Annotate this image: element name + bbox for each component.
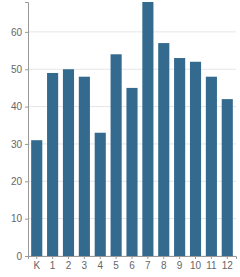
x-tick-label: 12 [222, 260, 234, 271]
x-tick: 3 [82, 256, 88, 271]
bar [63, 69, 74, 256]
y-tick-label: 10 [11, 213, 23, 224]
x-tick: 12 [222, 256, 234, 271]
y-tick: 60 [11, 27, 28, 38]
y-tick-label: 40 [11, 101, 23, 112]
x-axis: K123456789101112 [29, 256, 237, 271]
plot: 0102030405060K123456789101112 [11, 2, 237, 271]
y-tick: 40 [11, 101, 28, 112]
y-tick-label: 60 [11, 27, 23, 38]
x-tick-mark [163, 256, 164, 259]
y-tick-label: 0 [16, 251, 22, 262]
x-tick-label: K [33, 260, 40, 271]
y-tick-mark [25, 144, 28, 145]
x-tick: 2 [66, 256, 72, 271]
y-axis: 0 10 20 30 40 50 60 [11, 3, 29, 262]
bar [142, 2, 153, 256]
x-tick-mark [100, 256, 101, 259]
x-tick-label: 8 [161, 260, 167, 271]
x-tick-mark [227, 256, 228, 259]
x-tick-label: 6 [129, 260, 135, 271]
y-tick-mark [25, 32, 28, 33]
grid-line [28, 69, 236, 70]
x-tick-label: 3 [82, 260, 88, 271]
grid-line [28, 31, 236, 32]
x-tick-label: 5 [113, 260, 119, 271]
x-tick-label: 10 [190, 260, 202, 271]
bar [174, 58, 185, 256]
y-tick: 30 [11, 139, 28, 150]
grid [28, 32, 236, 256]
x-tick: 5 [113, 256, 119, 271]
y-tick-mark [25, 219, 28, 220]
x-tick-mark [84, 256, 85, 259]
y-tick-mark [25, 107, 28, 108]
x-tick: 8 [161, 256, 167, 271]
bar [47, 73, 58, 256]
x-tick-mark [52, 256, 53, 259]
x-tick-mark [195, 256, 196, 259]
x-tick: 1 [50, 256, 56, 271]
y-tick: 50 [11, 64, 28, 75]
x-tick-mark [68, 256, 69, 259]
x-tick-label: 2 [66, 260, 72, 271]
x-tick-mark [132, 256, 133, 259]
x-tick: 10 [190, 256, 202, 271]
y-tick-label: 20 [11, 176, 23, 187]
x-tick-label: 11 [206, 260, 217, 271]
x-tick-mark [179, 256, 180, 259]
bar [95, 133, 106, 256]
x-tick: 7 [145, 256, 151, 271]
bar [206, 77, 217, 256]
x-tick-mark [211, 256, 212, 259]
y-tick: 20 [11, 176, 28, 187]
x-tick-label: 1 [50, 260, 56, 271]
x-tick: 4 [97, 256, 103, 271]
x-tick-mark [147, 256, 148, 259]
bar [222, 99, 233, 256]
y-tick-mark [25, 256, 28, 257]
chart: 0102030405060K123456789101112 [0, 0, 240, 277]
y-tick: 0 [16, 251, 28, 262]
y-tick-label: 30 [11, 139, 23, 150]
x-tick-label: 4 [97, 260, 103, 271]
bar [31, 140, 42, 256]
y-tick: 10 [11, 213, 28, 224]
x-tick-label: 7 [145, 260, 151, 271]
bar [158, 43, 169, 256]
bars [31, 2, 233, 256]
x-axis-line [29, 257, 237, 260]
x-tick: 9 [177, 256, 183, 271]
bar [111, 54, 122, 256]
bar [126, 88, 137, 256]
x-tick: 6 [129, 256, 135, 271]
x-tick-mark [116, 256, 117, 259]
x-tick-label: 9 [177, 260, 183, 271]
x-tick: 11 [206, 256, 217, 271]
x-tick-mark [36, 256, 37, 259]
x-tick: K [33, 256, 40, 271]
y-tick-label: 50 [11, 64, 23, 75]
y-tick-mark [25, 69, 28, 70]
bar [79, 77, 90, 256]
y-axis-line [25, 3, 29, 257]
y-tick-mark [25, 181, 28, 182]
bar [190, 62, 201, 256]
